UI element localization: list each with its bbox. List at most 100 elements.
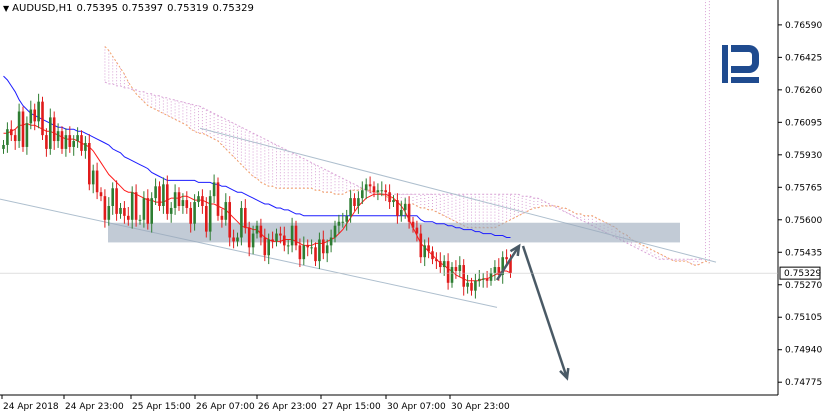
price-tick-label: 0.76095	[785, 118, 822, 128]
candle-body	[17, 111, 21, 142]
candle	[271, 231, 274, 249]
candle-body	[415, 227, 419, 234]
candle-body	[368, 184, 372, 187]
candle	[123, 201, 126, 224]
candle	[462, 259, 465, 296]
candle-body	[489, 272, 493, 281]
candle	[466, 274, 469, 294]
logo-bowl	[731, 45, 759, 73]
candle-body	[325, 245, 329, 254]
candle	[10, 120, 13, 142]
time-tick-label: 30 Apr 07:00	[387, 402, 446, 412]
arrow-shaft	[495, 245, 521, 281]
candle	[349, 190, 352, 223]
price-tick-label: 0.74940	[785, 346, 822, 356]
candle-body	[384, 190, 387, 193]
price-tick-label: 0.75105	[785, 313, 822, 323]
candle	[403, 198, 407, 219]
candle	[407, 196, 411, 229]
candle	[240, 201, 243, 246]
candle	[286, 239, 290, 255]
current-price-label: 0.75329	[784, 269, 821, 279]
candle-body	[263, 237, 267, 256]
price-tick-label: 0.74775	[785, 378, 822, 388]
candle-body	[142, 198, 146, 220]
candle-body	[271, 239, 274, 242]
candle-body	[169, 207, 173, 214]
candle-body	[13, 135, 17, 142]
arrow-head	[509, 243, 521, 257]
candle-body	[427, 245, 430, 252]
candle-body	[212, 182, 216, 197]
candle	[427, 237, 430, 259]
candle-body	[224, 202, 228, 220]
candle	[314, 242, 317, 267]
candle	[318, 232, 321, 269]
candle-body	[25, 123, 29, 147]
candles	[2, 93, 512, 299]
candle	[220, 208, 224, 228]
candle-body	[41, 101, 44, 136]
candle	[333, 220, 337, 243]
candle	[6, 122, 9, 153]
candle	[208, 190, 212, 241]
price-tick-label: 0.76425	[785, 53, 822, 63]
candle-body	[458, 265, 462, 271]
candle-body	[88, 143, 91, 185]
candle	[364, 178, 368, 200]
candle	[84, 136, 87, 159]
candle-body	[95, 170, 99, 193]
symbol-label: AUDUSD,H1	[12, 3, 73, 14]
candle	[353, 193, 356, 211]
price-tick-label: 0.75930	[785, 151, 822, 161]
candle	[244, 199, 247, 234]
candle	[267, 233, 270, 265]
candle	[45, 128, 48, 157]
candle	[298, 238, 302, 268]
candle-body	[247, 227, 251, 248]
candle-body	[10, 129, 13, 136]
candle	[470, 277, 473, 296]
candle	[228, 196, 231, 247]
candle-body	[49, 117, 52, 149]
candle	[193, 194, 196, 231]
candle	[115, 180, 118, 221]
candle-body	[341, 221, 345, 223]
candle-body	[314, 247, 317, 262]
candle	[33, 103, 36, 131]
candle-body	[388, 192, 391, 203]
candle	[201, 189, 204, 214]
candle	[474, 273, 477, 299]
candle	[481, 272, 485, 288]
candle	[435, 252, 438, 269]
candle	[91, 164, 95, 194]
candle	[259, 218, 263, 246]
candle-body	[357, 198, 360, 206]
candle-body	[407, 204, 411, 222]
price-tick-label: 0.75765	[785, 183, 822, 193]
candle-body	[115, 188, 118, 214]
candle	[361, 181, 364, 205]
candle-body	[322, 239, 325, 254]
collapse-triangle-icon[interactable]: ▼	[3, 4, 10, 13]
candle	[99, 187, 103, 202]
candle-body	[403, 204, 407, 210]
candle-body	[208, 196, 212, 232]
candle-body	[103, 196, 107, 220]
candle-body	[470, 282, 473, 291]
candle	[72, 135, 75, 156]
candle-body	[478, 278, 481, 281]
candle-body	[216, 182, 220, 216]
forecast-arrow-up	[495, 243, 521, 281]
candle-body	[505, 257, 508, 260]
candle-body	[423, 245, 426, 258]
candle	[376, 183, 380, 201]
candle	[478, 269, 481, 287]
time-tick-label: 24 Apr 23:00	[65, 402, 124, 412]
candle	[493, 260, 497, 281]
candle	[158, 181, 161, 211]
price-tick-label: 0.75270	[785, 281, 822, 291]
candle-body	[435, 259, 438, 262]
candle-body	[454, 267, 458, 271]
candle-body	[99, 192, 103, 197]
